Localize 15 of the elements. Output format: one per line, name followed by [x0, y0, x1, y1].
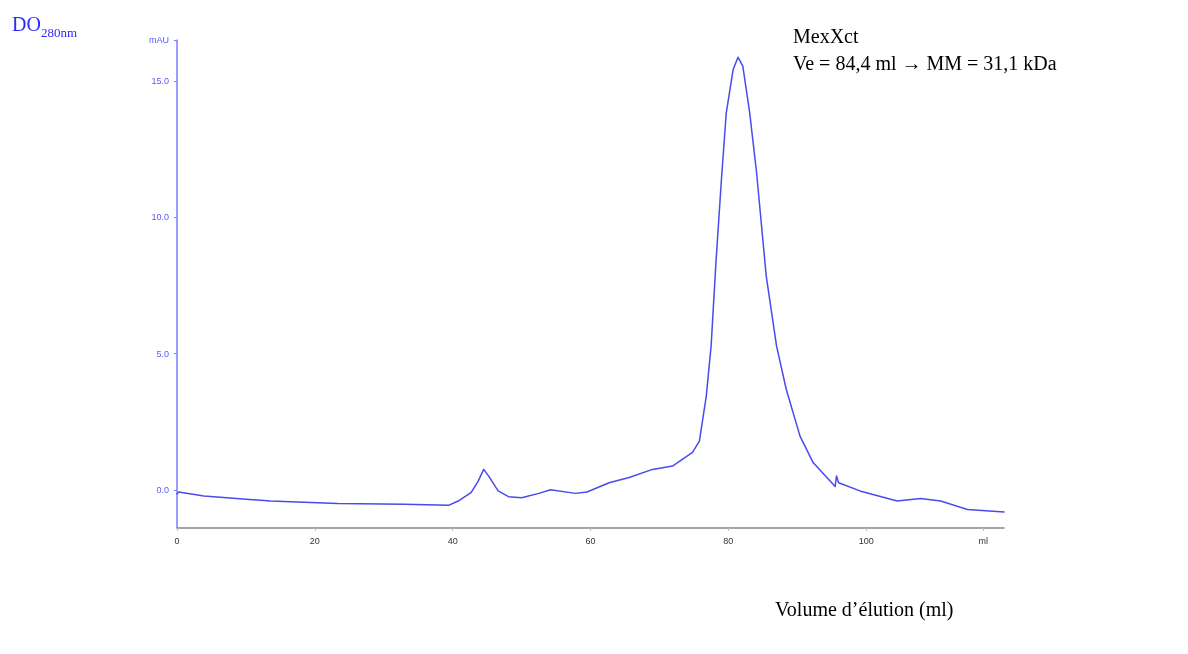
y-tick-label: mAU — [149, 35, 169, 45]
y-tick-label: 10.0 — [151, 212, 169, 223]
y-tick-label: 0.0 — [156, 484, 169, 495]
annotation: MexXct — [793, 25, 859, 47]
x-tick-label: 0 — [174, 535, 180, 546]
x-tick-label: 100 — [858, 535, 874, 546]
y-tick-label: 5.0 — [156, 348, 169, 359]
x-tick-label: 60 — [585, 535, 596, 546]
x-axis-title: Volume d’élution (ml) — [775, 598, 954, 621]
y-tick-label: 15.0 — [151, 75, 169, 86]
x-tick-label: 20 — [309, 535, 320, 546]
annotation: Ve = 84,4 ml → MM = 31,1 kDa — [793, 52, 1057, 74]
x-tick-label: 80 — [723, 535, 734, 546]
x-tick-label: ml — [978, 535, 989, 546]
x-tick-label: 40 — [447, 535, 458, 546]
